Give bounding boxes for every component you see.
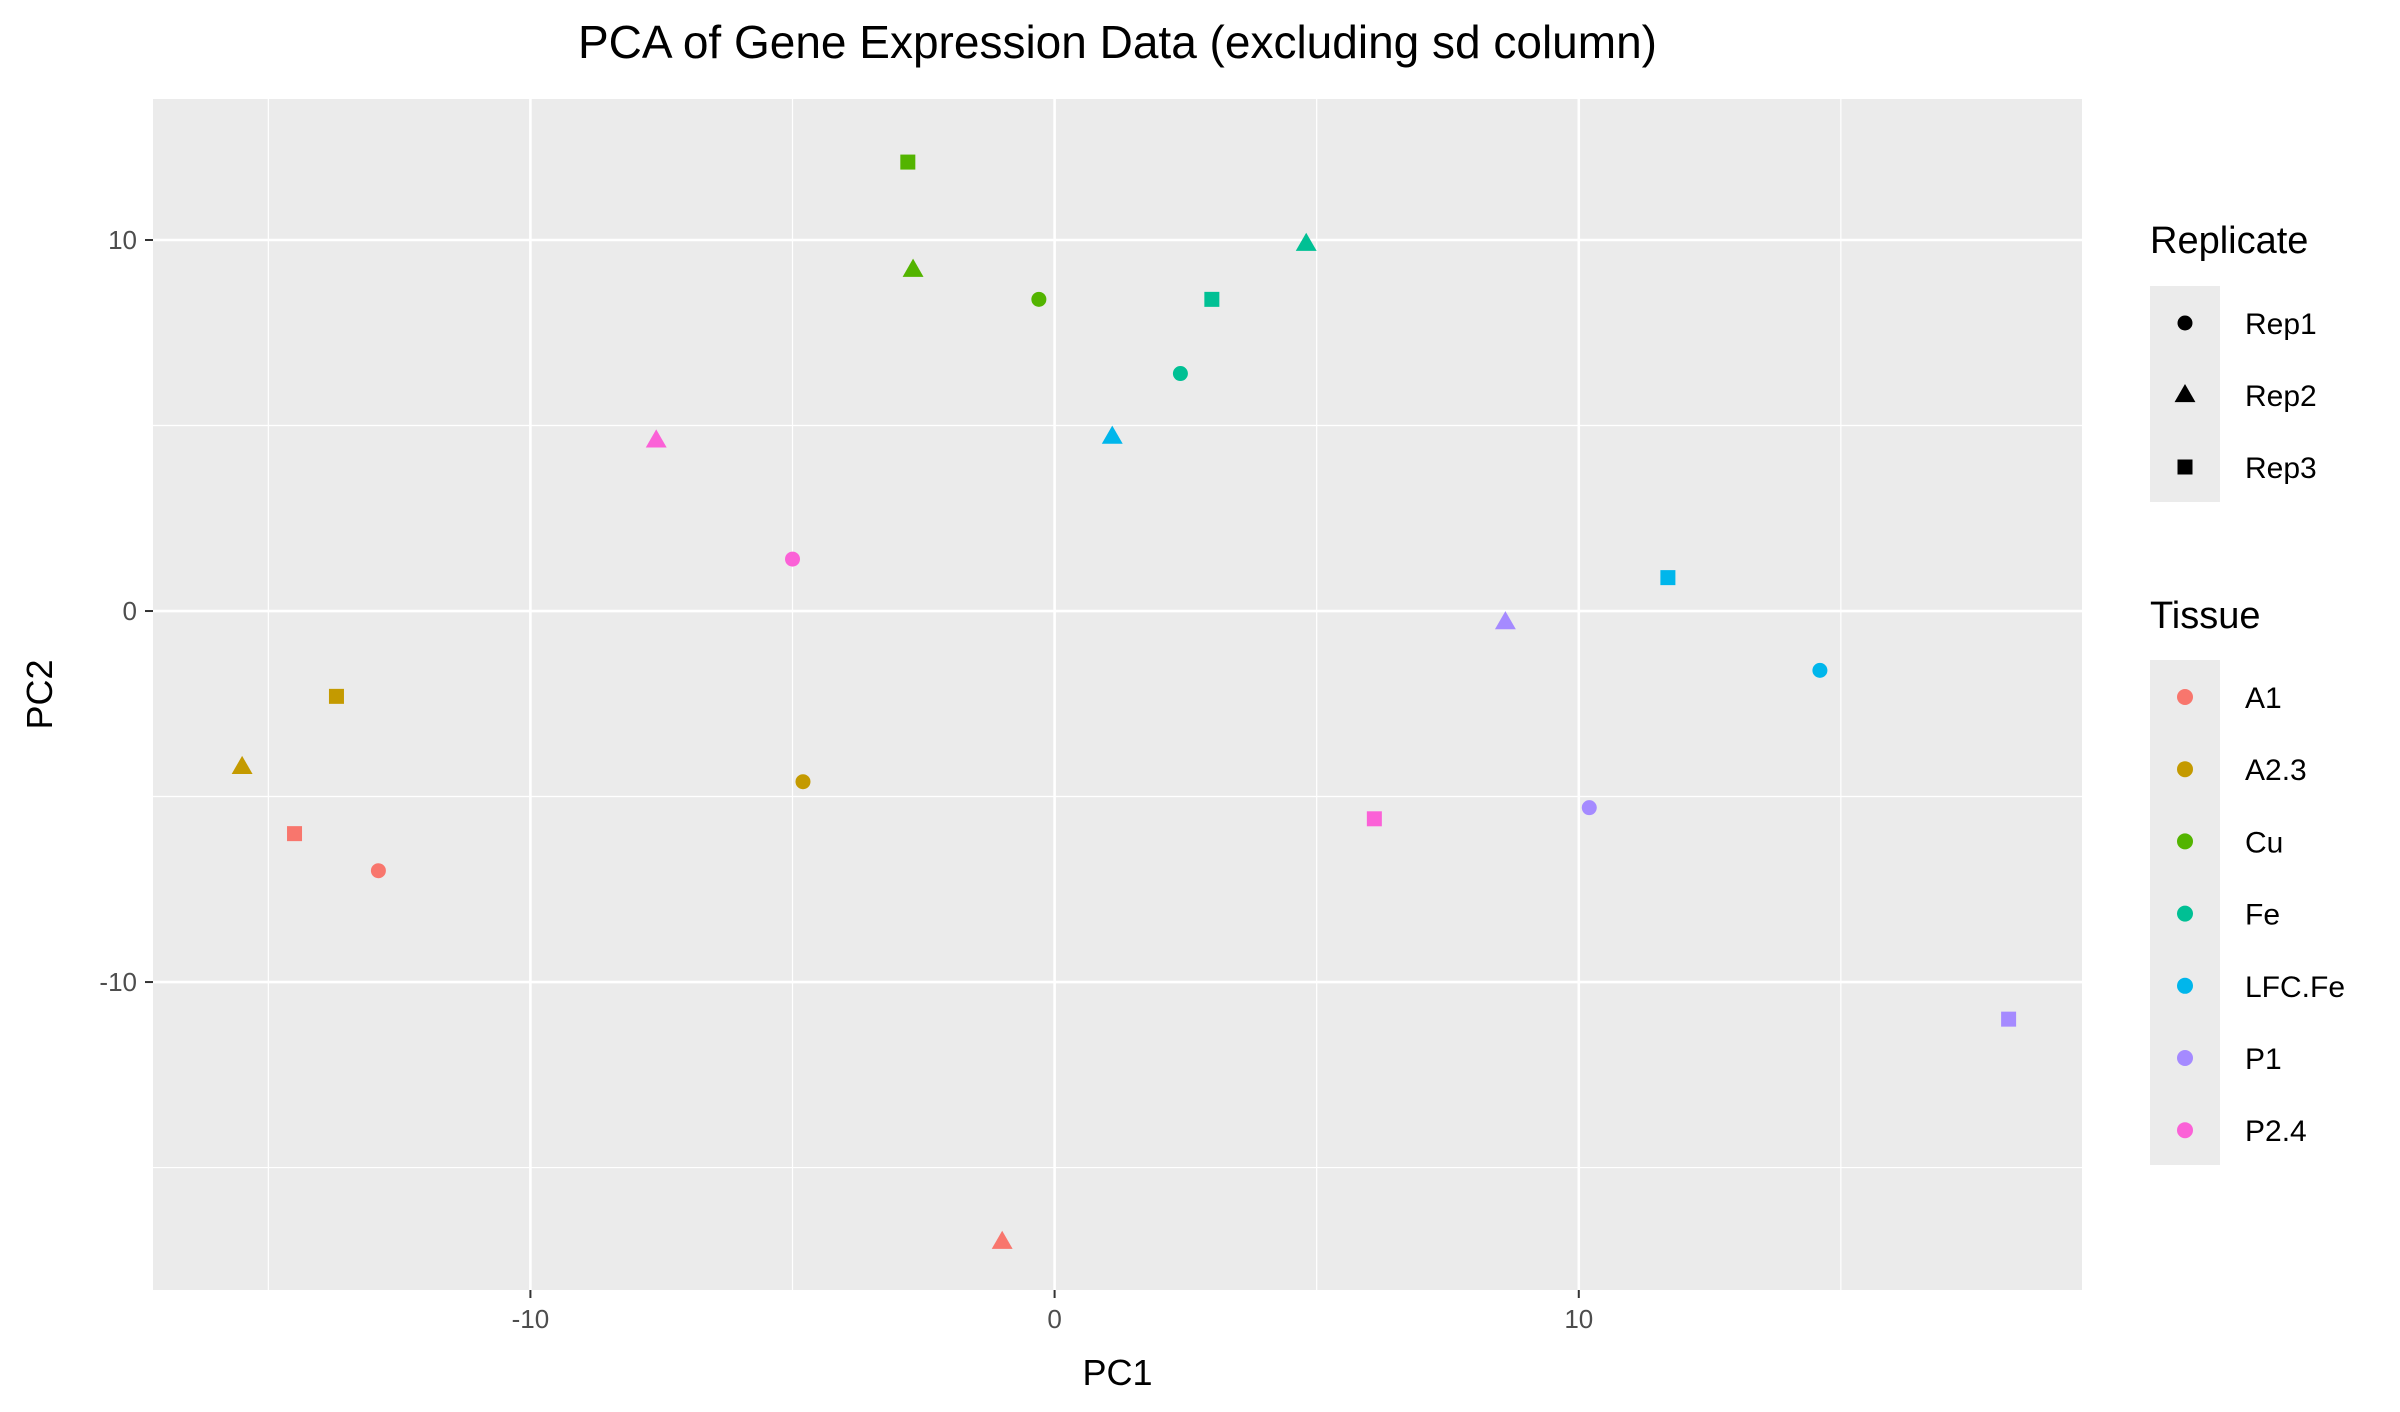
point-cu-rep1 xyxy=(1031,291,1047,307)
point-p1-rep3 xyxy=(2001,1011,2017,1027)
point-fe-rep3 xyxy=(1204,291,1220,307)
y-tick-label: 0 xyxy=(123,596,137,626)
legend-color-p1 xyxy=(2177,1050,2193,1066)
point-a2-3-rep1 xyxy=(795,774,811,790)
legend-shape-rep1 xyxy=(2177,315,2193,331)
legend-label-rep1: Rep1 xyxy=(2245,308,2317,341)
legend-color-a2-3 xyxy=(2177,761,2193,778)
x-tick-label: 10 xyxy=(1564,1304,1593,1334)
legend-color-cu xyxy=(2177,833,2193,850)
point-cu-rep2 xyxy=(902,258,924,277)
point-p2-4-rep3 xyxy=(1366,811,1382,827)
point-p1-rep2 xyxy=(1494,611,1516,630)
legend-replicate-title: Replicate xyxy=(2150,220,2308,262)
legend-label-a2-3: A2.3 xyxy=(2245,754,2307,787)
point-cu-rep3 xyxy=(900,154,916,170)
y-axis-label: PC2 xyxy=(19,659,60,729)
legend-label-rep2: Rep2 xyxy=(2245,380,2317,413)
legend-color-fe xyxy=(2177,905,2193,922)
point-fe-rep1 xyxy=(1172,366,1188,382)
point-a2-3-rep2 xyxy=(231,755,253,775)
point-a1-rep2 xyxy=(991,1230,1013,1249)
y-tick-label: -10 xyxy=(99,967,137,997)
legend-label-fe: Fe xyxy=(2245,899,2280,932)
x-axis-label: PC1 xyxy=(1082,1352,1152,1393)
point-lfc-fe-rep3 xyxy=(1660,570,1676,586)
point-p2-4-rep2 xyxy=(645,429,667,448)
legend-shape-rep2 xyxy=(2174,384,2196,403)
legend-color-p2-4 xyxy=(2177,1122,2193,1139)
point-a2-3-rep3 xyxy=(328,688,344,704)
legend-color-a1 xyxy=(2177,689,2193,705)
legend-label-lfc-fe: LFC.Fe xyxy=(2245,971,2345,1004)
chart-title: PCA of Gene Expression Data (excluding s… xyxy=(578,16,1657,68)
point-p2-4-rep1 xyxy=(785,551,801,567)
point-p1-rep1 xyxy=(1581,800,1597,816)
point-a1-rep1 xyxy=(370,863,386,879)
point-lfc-fe-rep2 xyxy=(1101,425,1123,444)
legend-shape-rep3 xyxy=(2177,459,2193,475)
legend-label-a1: A1 xyxy=(2245,682,2282,715)
legend-label-cu: Cu xyxy=(2245,826,2283,859)
point-lfc-fe-rep1 xyxy=(1812,662,1828,678)
legend-tissue-title: Tissue xyxy=(2150,595,2261,637)
plot-panel xyxy=(153,99,2082,1290)
point-fe-rep2 xyxy=(1295,232,1317,251)
y-tick-label: 10 xyxy=(108,225,137,255)
point-a1-rep3 xyxy=(287,826,303,842)
legend-label-rep3: Rep3 xyxy=(2245,452,2317,485)
legend-label-p2-4: P2.4 xyxy=(2245,1115,2307,1148)
legend-label-p1: P1 xyxy=(2245,1043,2282,1076)
legend-color-lfc-fe xyxy=(2177,977,2193,994)
x-tick-label: 0 xyxy=(1047,1304,1061,1334)
x-tick-label: -10 xyxy=(512,1304,550,1334)
